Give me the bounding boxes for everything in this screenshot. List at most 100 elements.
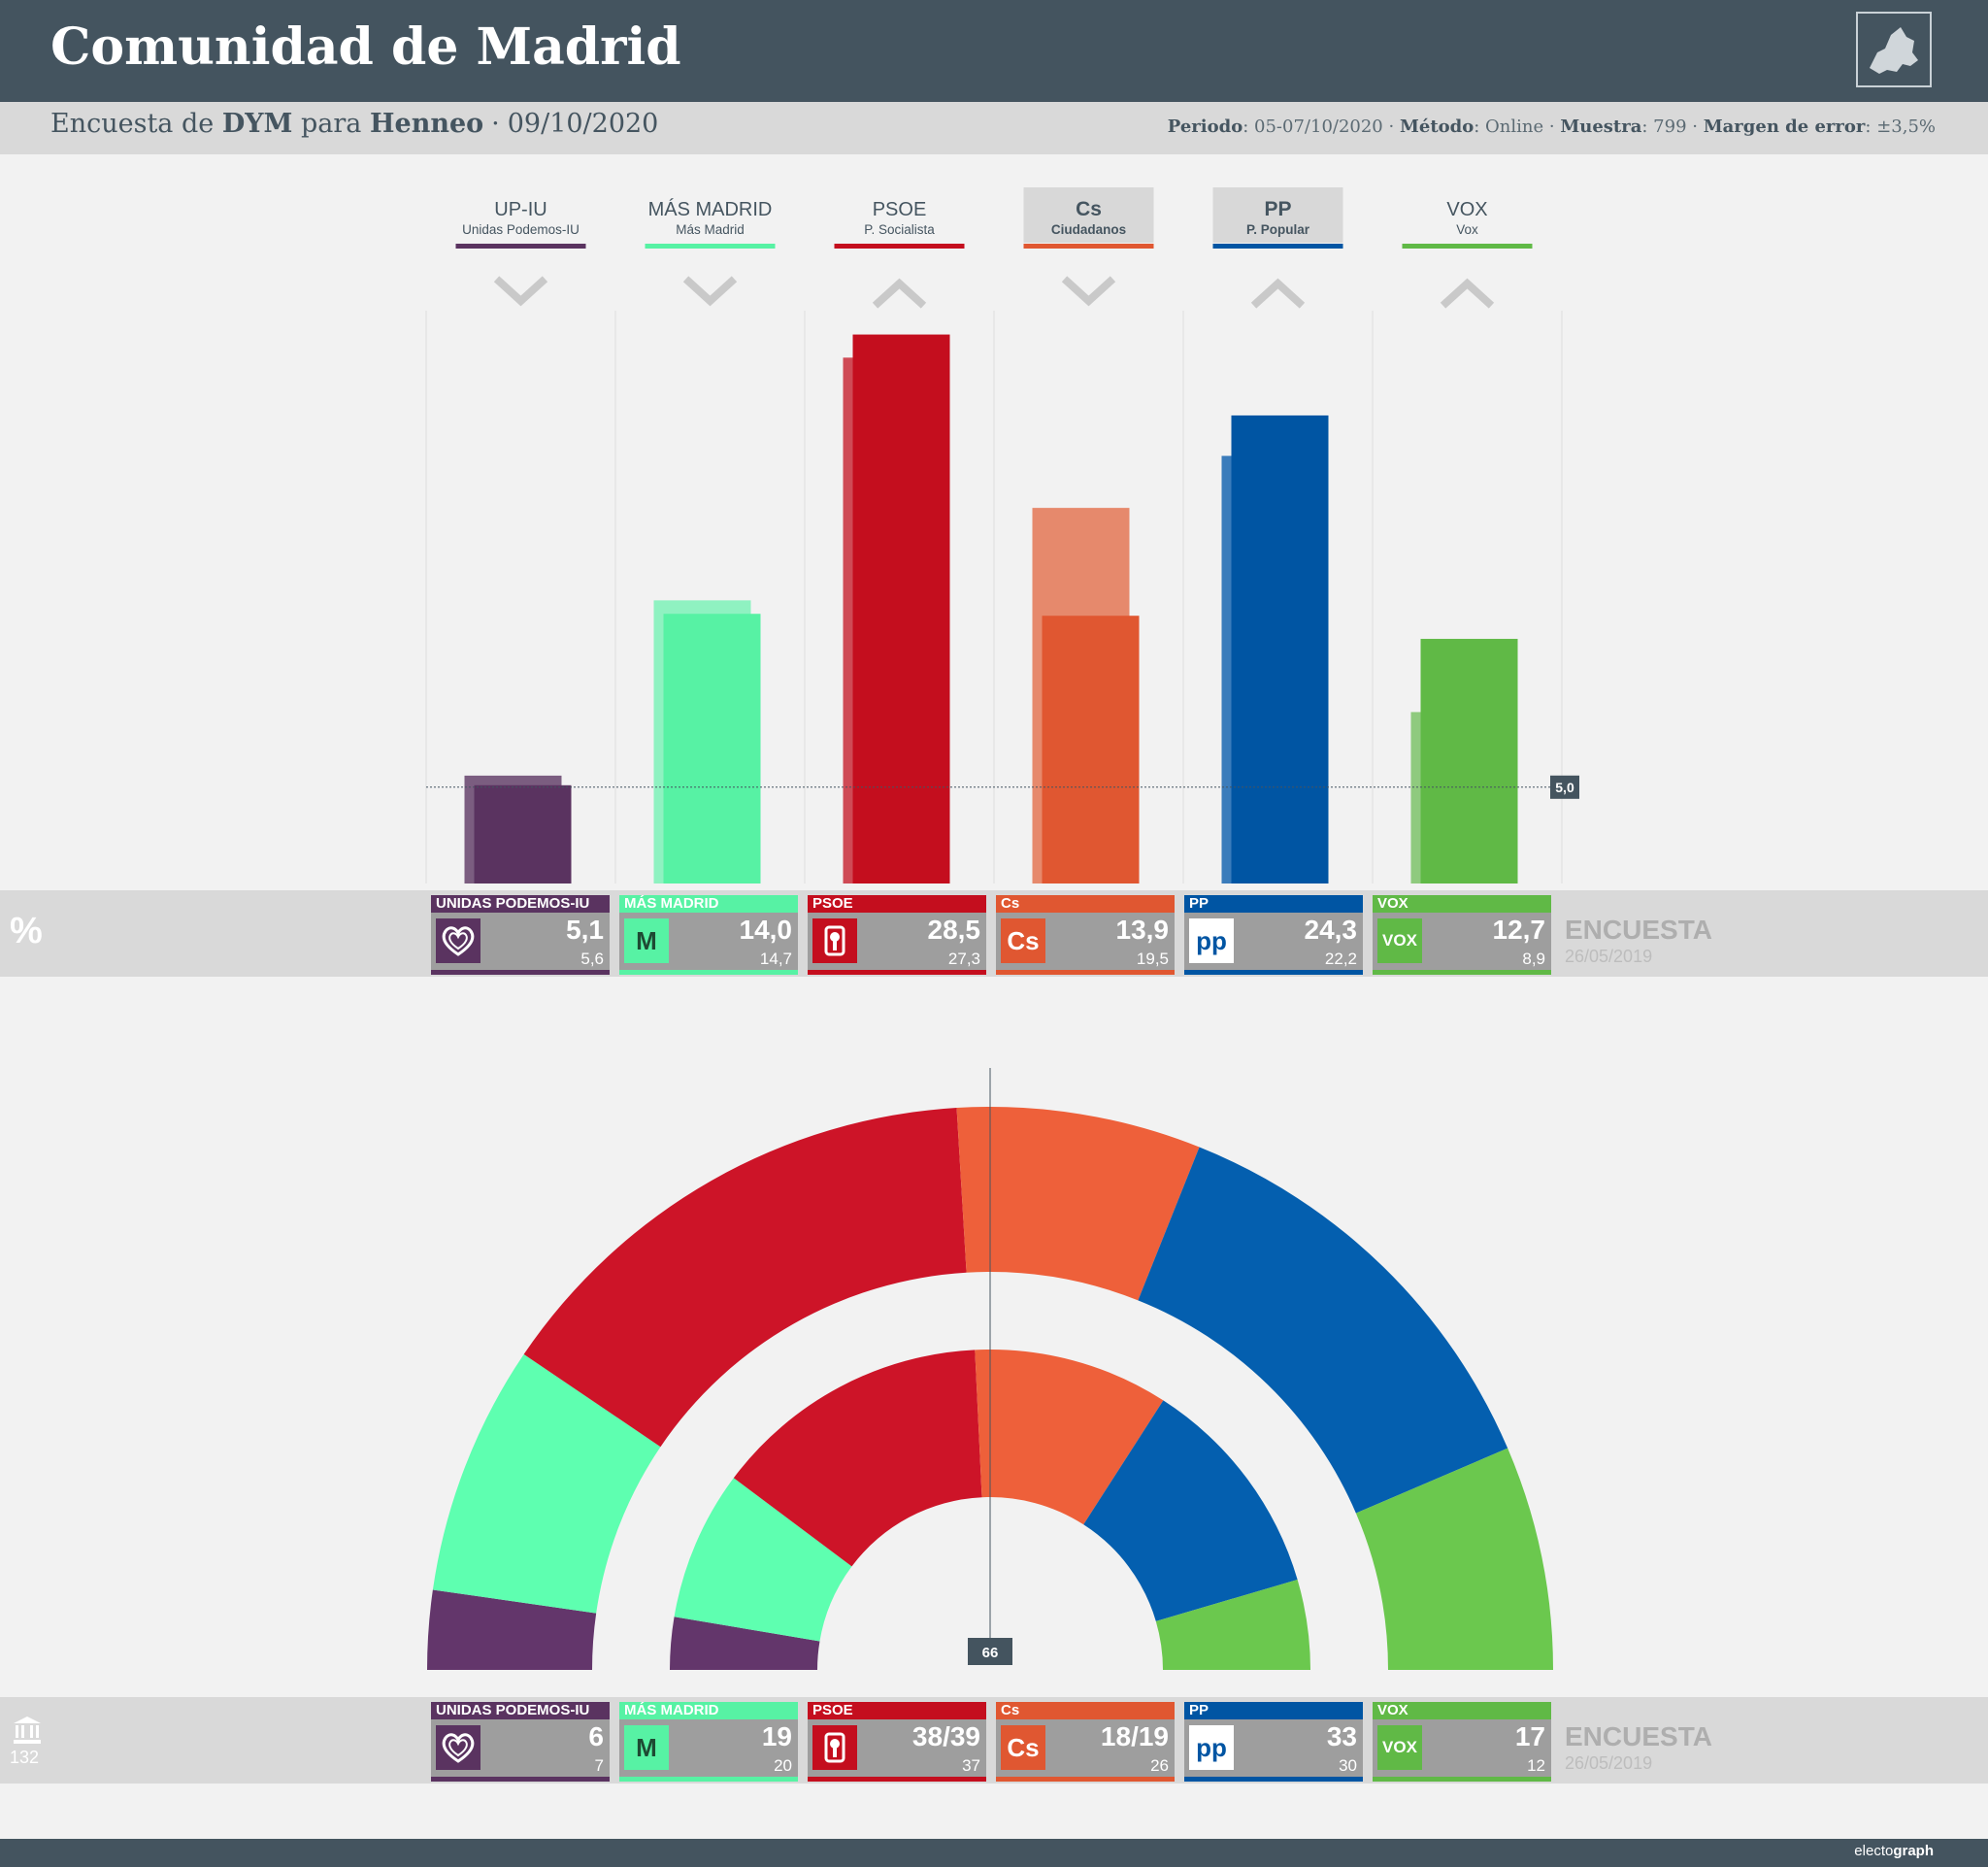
card-party-name: UNIDAS PODEMOS-IU [431,895,610,913]
hemicycle-outer-pp [1138,1147,1508,1514]
card-previous-value: 27,3 [947,950,980,968]
card-party-name: MÁS MADRID [619,895,798,913]
bar-chart: UP-IU Unidas Podemos-IU MÁS MADRID Más Madr… [425,187,1579,883]
card-color-bar [996,970,1175,975]
mas-madrid-m-icon: M [624,918,669,963]
card-value: 33 [1326,1721,1357,1751]
card-color-bar [431,970,610,975]
card-previous-value: 30 [1339,1756,1357,1775]
card-color-bar [431,1777,610,1782]
card-value: 5,1 [566,915,604,945]
card-party-name: MÁS MADRID [619,1702,798,1719]
card-value: 14,0 [739,915,793,945]
party-underline-mas-madrid [645,244,776,249]
party-header-psoe: PSOE [873,199,927,220]
card-previous-value: 7 [594,1756,604,1775]
footer-bar [0,1839,1988,1867]
hemicycle-inner-pp [1083,1400,1298,1621]
poll-metadata: Periodo: 05-07/10/2020 · Método: Online … [1167,117,1936,137]
card-value: 19 [761,1721,792,1751]
party-header-mas-madrid: MÁS MADRID [648,198,773,220]
encuesta-label-pct: ENCUESTA [1565,915,1712,945]
card-previous-value: 37 [962,1756,980,1775]
electograph-brand: electograph [1854,1843,1934,1859]
card-value: 17 [1514,1721,1545,1751]
party-header-vox: VOX [1446,199,1487,220]
subtitle-separator: · [491,109,500,139]
hemicycle-outer-up-iu [427,1589,597,1670]
bar-current-vox [1420,639,1518,883]
hemicycle-inner-psoe [733,1350,982,1567]
pct-card-cs: Cs Cs 13,9 19,5 [996,895,1175,975]
bar-current-up-iu [474,784,572,883]
periodo-label: Periodo [1167,117,1243,137]
party-subtitle-mas-madrid: Más Madrid [676,222,745,237]
hemicycle-chart: 66 [427,1068,1553,1670]
party-underline-vox [1402,244,1533,249]
card-previous-value: 14,7 [759,950,792,968]
chevron-down-icon [682,276,738,307]
previous-date-seats: 26/05/2019 [1565,1753,1653,1773]
muestra-value: 799 [1653,117,1687,137]
vox-logo-icon: VOX [1377,1725,1422,1770]
party-underline-pp [1212,244,1343,249]
bar-current-mas-madrid [663,614,761,883]
heart-icon [436,1725,480,1770]
card-previous-value: 20 [774,1756,792,1775]
card-value: 13,9 [1115,915,1170,945]
card-previous-value: 26 [1150,1756,1169,1775]
hemicycle-inner-vox [1155,1580,1310,1670]
card-color-bar [1184,970,1363,975]
parliament-icon [12,1715,43,1746]
cs-logo-icon: Cs [1001,1725,1045,1770]
card-party-name: PP [1184,1702,1363,1719]
encuesta-label-seats: ENCUESTA [1565,1721,1712,1751]
party-header-cs: Cs [1076,198,1102,220]
media-name: Henneo [370,109,484,139]
party-subtitle-psoe: P. Socialista [864,222,935,237]
psoe-rose-icon [812,918,857,963]
total-seats: 132 [10,1748,40,1767]
hemicycle-inner-up-iu [670,1617,820,1670]
card-color-bar [808,970,986,975]
majority-label: 66 [982,1645,999,1661]
pollster-name: DYM [221,109,293,139]
subtitle-bar [0,102,1988,154]
poll-subtitle: Encuesta de DYM para Henneo · 09/10/2020 [50,109,658,139]
card-party-name: PSOE [808,895,986,913]
psoe-rose-icon [812,1725,857,1770]
metodo-value: Online [1485,117,1544,137]
card-color-bar [1373,970,1551,975]
seats-band [0,1697,1988,1784]
chevron-up-icon [872,278,927,309]
card-value: 24,3 [1304,915,1358,945]
majority-badge [968,1638,1012,1665]
metodo-label: Método [1399,117,1474,137]
subtitle-mid: para [301,109,362,139]
brand-bold: graph [1893,1843,1934,1859]
bar-current-pp [1231,415,1329,883]
pct-card-pp: PP pp 24,3 22,2 [1184,895,1363,975]
card-party-name: VOX [1373,895,1551,913]
card-previous-value: 8,9 [1522,950,1545,968]
previous-date-pct: 26/05/2019 [1565,947,1653,966]
hemicycle-outer-cs [956,1107,1200,1301]
subtitle-pre: Encuesta de [50,109,215,139]
percent-band [0,890,1988,977]
chevron-down-icon [1061,276,1116,307]
threshold-label: 5,0 [1555,780,1574,795]
percent-symbol: % [10,911,43,951]
margen-label: Margen de error [1703,117,1866,137]
party-underline-cs [1023,244,1154,249]
bar-current-psoe [852,334,950,883]
heart-icon [436,918,480,963]
hemicycle-inner-mas-madrid [674,1478,852,1642]
card-color-bar [996,1777,1175,1782]
header-bar [0,0,1988,102]
card-color-bar [619,1777,798,1782]
seat-card-mas-madrid: MÁS MADRID M 19 20 [619,1702,798,1782]
party-header-pp: PP [1264,198,1291,220]
hemicycle-inner-cs [975,1350,1164,1525]
card-party-name: Cs [996,1702,1175,1719]
page-title: Comunidad de Madrid [50,17,681,77]
